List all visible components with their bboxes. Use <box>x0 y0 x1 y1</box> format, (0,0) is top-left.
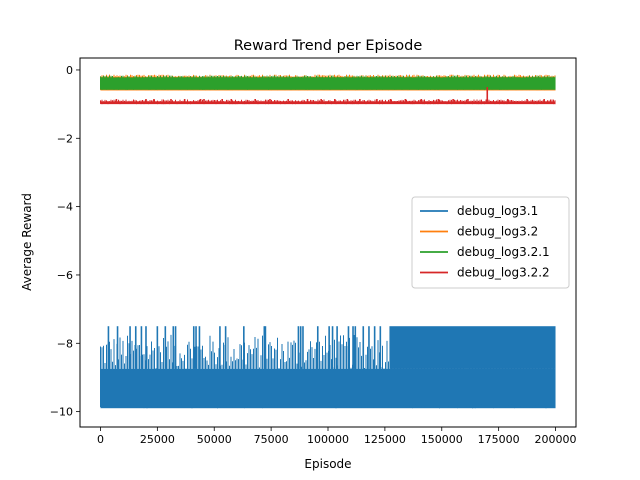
x-axis: 0 25000 50000 75000 100000 125000 150000 175000… <box>97 427 577 446</box>
series-noise <box>100 75 556 90</box>
x-tick-label: 200000 <box>535 433 577 446</box>
series-dense-region <box>389 326 556 369</box>
y-tick-label: −10 <box>50 406 73 419</box>
y-tick-label: −2 <box>57 132 73 145</box>
series-debug_log3.2.2 <box>100 87 556 105</box>
legend-label: debug_log3.1 <box>457 204 538 218</box>
y-axis: 0 −2 −4 −6 −8 −10 <box>50 64 80 419</box>
y-tick-label: −4 <box>57 201 73 214</box>
legend-label: debug_log3.2.2 <box>457 266 550 280</box>
x-tick-label: 75000 <box>254 433 289 446</box>
series-noise <box>100 334 556 409</box>
y-axis-label: Average Reward <box>20 193 34 291</box>
legend: debug_log3.1 debug_log3.2 debug_log3.2.1de… <box>411 196 570 289</box>
x-tick-label: 125000 <box>364 433 406 446</box>
series-debug_log3.1 <box>100 326 556 409</box>
x-tick-label: 150000 <box>421 433 463 446</box>
x-tick-label: 100000 <box>307 433 349 446</box>
x-tick-label: 25000 <box>140 433 175 446</box>
legend-label: debug_log3.2 <box>457 225 538 239</box>
series-debug_log3.2.1 <box>100 75 556 90</box>
x-tick-label: 0 <box>97 433 104 446</box>
y-tick-label: 0 <box>66 64 73 77</box>
series-noise <box>100 99 556 105</box>
y-tick-label: −6 <box>57 269 73 282</box>
legend-box <box>411 196 570 289</box>
x-tick-label: 50000 <box>197 433 232 446</box>
x-tick-label: 175000 <box>478 433 520 446</box>
y-tick-label: −8 <box>57 337 73 350</box>
x-axis-label: Episode <box>304 457 351 471</box>
chart-title: Reward Trend per Episode <box>234 38 423 54</box>
series-layer <box>100 74 556 409</box>
legend-label: debug_log3.2.1 <box>457 245 550 259</box>
